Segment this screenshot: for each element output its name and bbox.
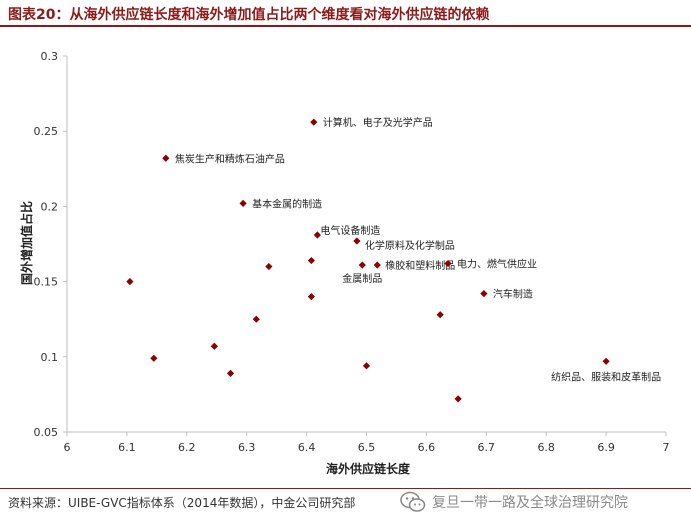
data-point [480,290,488,298]
footer-rule [0,488,691,489]
title-bar: 图表20：从海外供应链长度和海外增加值占比两个维度看对海外供应链的依赖 [0,0,691,27]
data-label: 橡胶和塑料制品 [385,259,455,272]
data-point [602,357,610,365]
data-point [265,262,273,271]
x-tick-label: 6.3 [238,441,256,454]
data-label: 电力、燃气供应业 [457,258,537,271]
chart-title: 图表20：从海外供应链长度和海外增加值占比两个维度看对海外供应链的依赖 [8,7,490,23]
data-point [353,237,361,245]
x-tick-label: 6.4 [298,441,316,454]
y-axis-label: 国外增加值占比 [19,201,34,285]
scatter-chart: 6 6.1 6.2 6.3 6.4 6.5 6.6 6.7 6.8 6.9 7 0.05 0.1 0.15… [19,50,670,476]
data-point [444,259,452,268]
x-tick-label: 6.5 [358,441,376,454]
data-point [310,118,318,126]
data-point [150,354,158,362]
wechat-icon [400,491,426,512]
x-tick-label: 6.9 [597,441,615,454]
axes [63,55,667,436]
x-tick-label: 6.2 [178,441,196,454]
x-axis-label: 海外供应链长度 [326,461,411,476]
data-label: 电气设备制造 [320,224,380,237]
y-tick-label: 0.05 [34,426,59,439]
x-tick-label: 7 [663,441,670,454]
data-points: 计算机、电子及光学产品焦炭生产和精炼石油产品基本金属的制造电气设备制造化学原料及… [126,116,661,403]
tick-labels: 6 6.1 6.2 6.3 6.4 6.5 6.6 6.7 6.8 6.9 7 0.05 0.1 0.15… [34,50,670,454]
data-label: 计算机、电子及光学产品 [323,116,433,129]
y-tick-label: 0.3 [41,50,59,63]
data-label: 基本金属的制造 [252,197,322,210]
x-tick-label: 6.6 [418,441,436,454]
data-point [210,342,218,350]
data-point [126,278,134,286]
title-rule [0,25,691,27]
y-tick-label: 0.1 [41,351,59,364]
data-point [313,231,321,239]
data-point [307,293,315,301]
data-label: 焦炭生产和精炼石油产品 [175,152,285,165]
data-label: 金属制品 [342,272,382,285]
data-point [362,362,371,370]
data-point [454,395,462,403]
watermark-text: 复旦一带一路及全球治理研究院 [432,495,628,511]
data-label: 汽车制造 [493,288,533,301]
watermark: 复旦一带一路及全球治理研究院 [400,488,628,516]
data-label: 纺织品、服装和皮革制品 [551,370,661,383]
data-point [358,261,366,269]
data-label: 化学原料及化学制品 [365,239,455,252]
x-tick-label: 6 [64,441,71,454]
data-point [373,261,381,269]
y-tick-label: 0.2 [41,200,59,213]
x-tick-label: 6.7 [478,441,496,454]
x-tick-label: 6.8 [537,441,555,454]
data-point [239,199,247,207]
data-point [226,369,235,377]
data-point [162,154,170,162]
data-point [307,256,315,265]
source-note: 资料来源：UIBE-GVC指标体系（2014年数据），中金公司研究部 [8,496,356,510]
y-tick-label: 0.25 [34,125,59,138]
x-tick-label: 6.1 [118,441,136,454]
y-tick-label: 0.15 [34,276,59,289]
data-point [252,315,260,323]
data-point [436,311,444,319]
